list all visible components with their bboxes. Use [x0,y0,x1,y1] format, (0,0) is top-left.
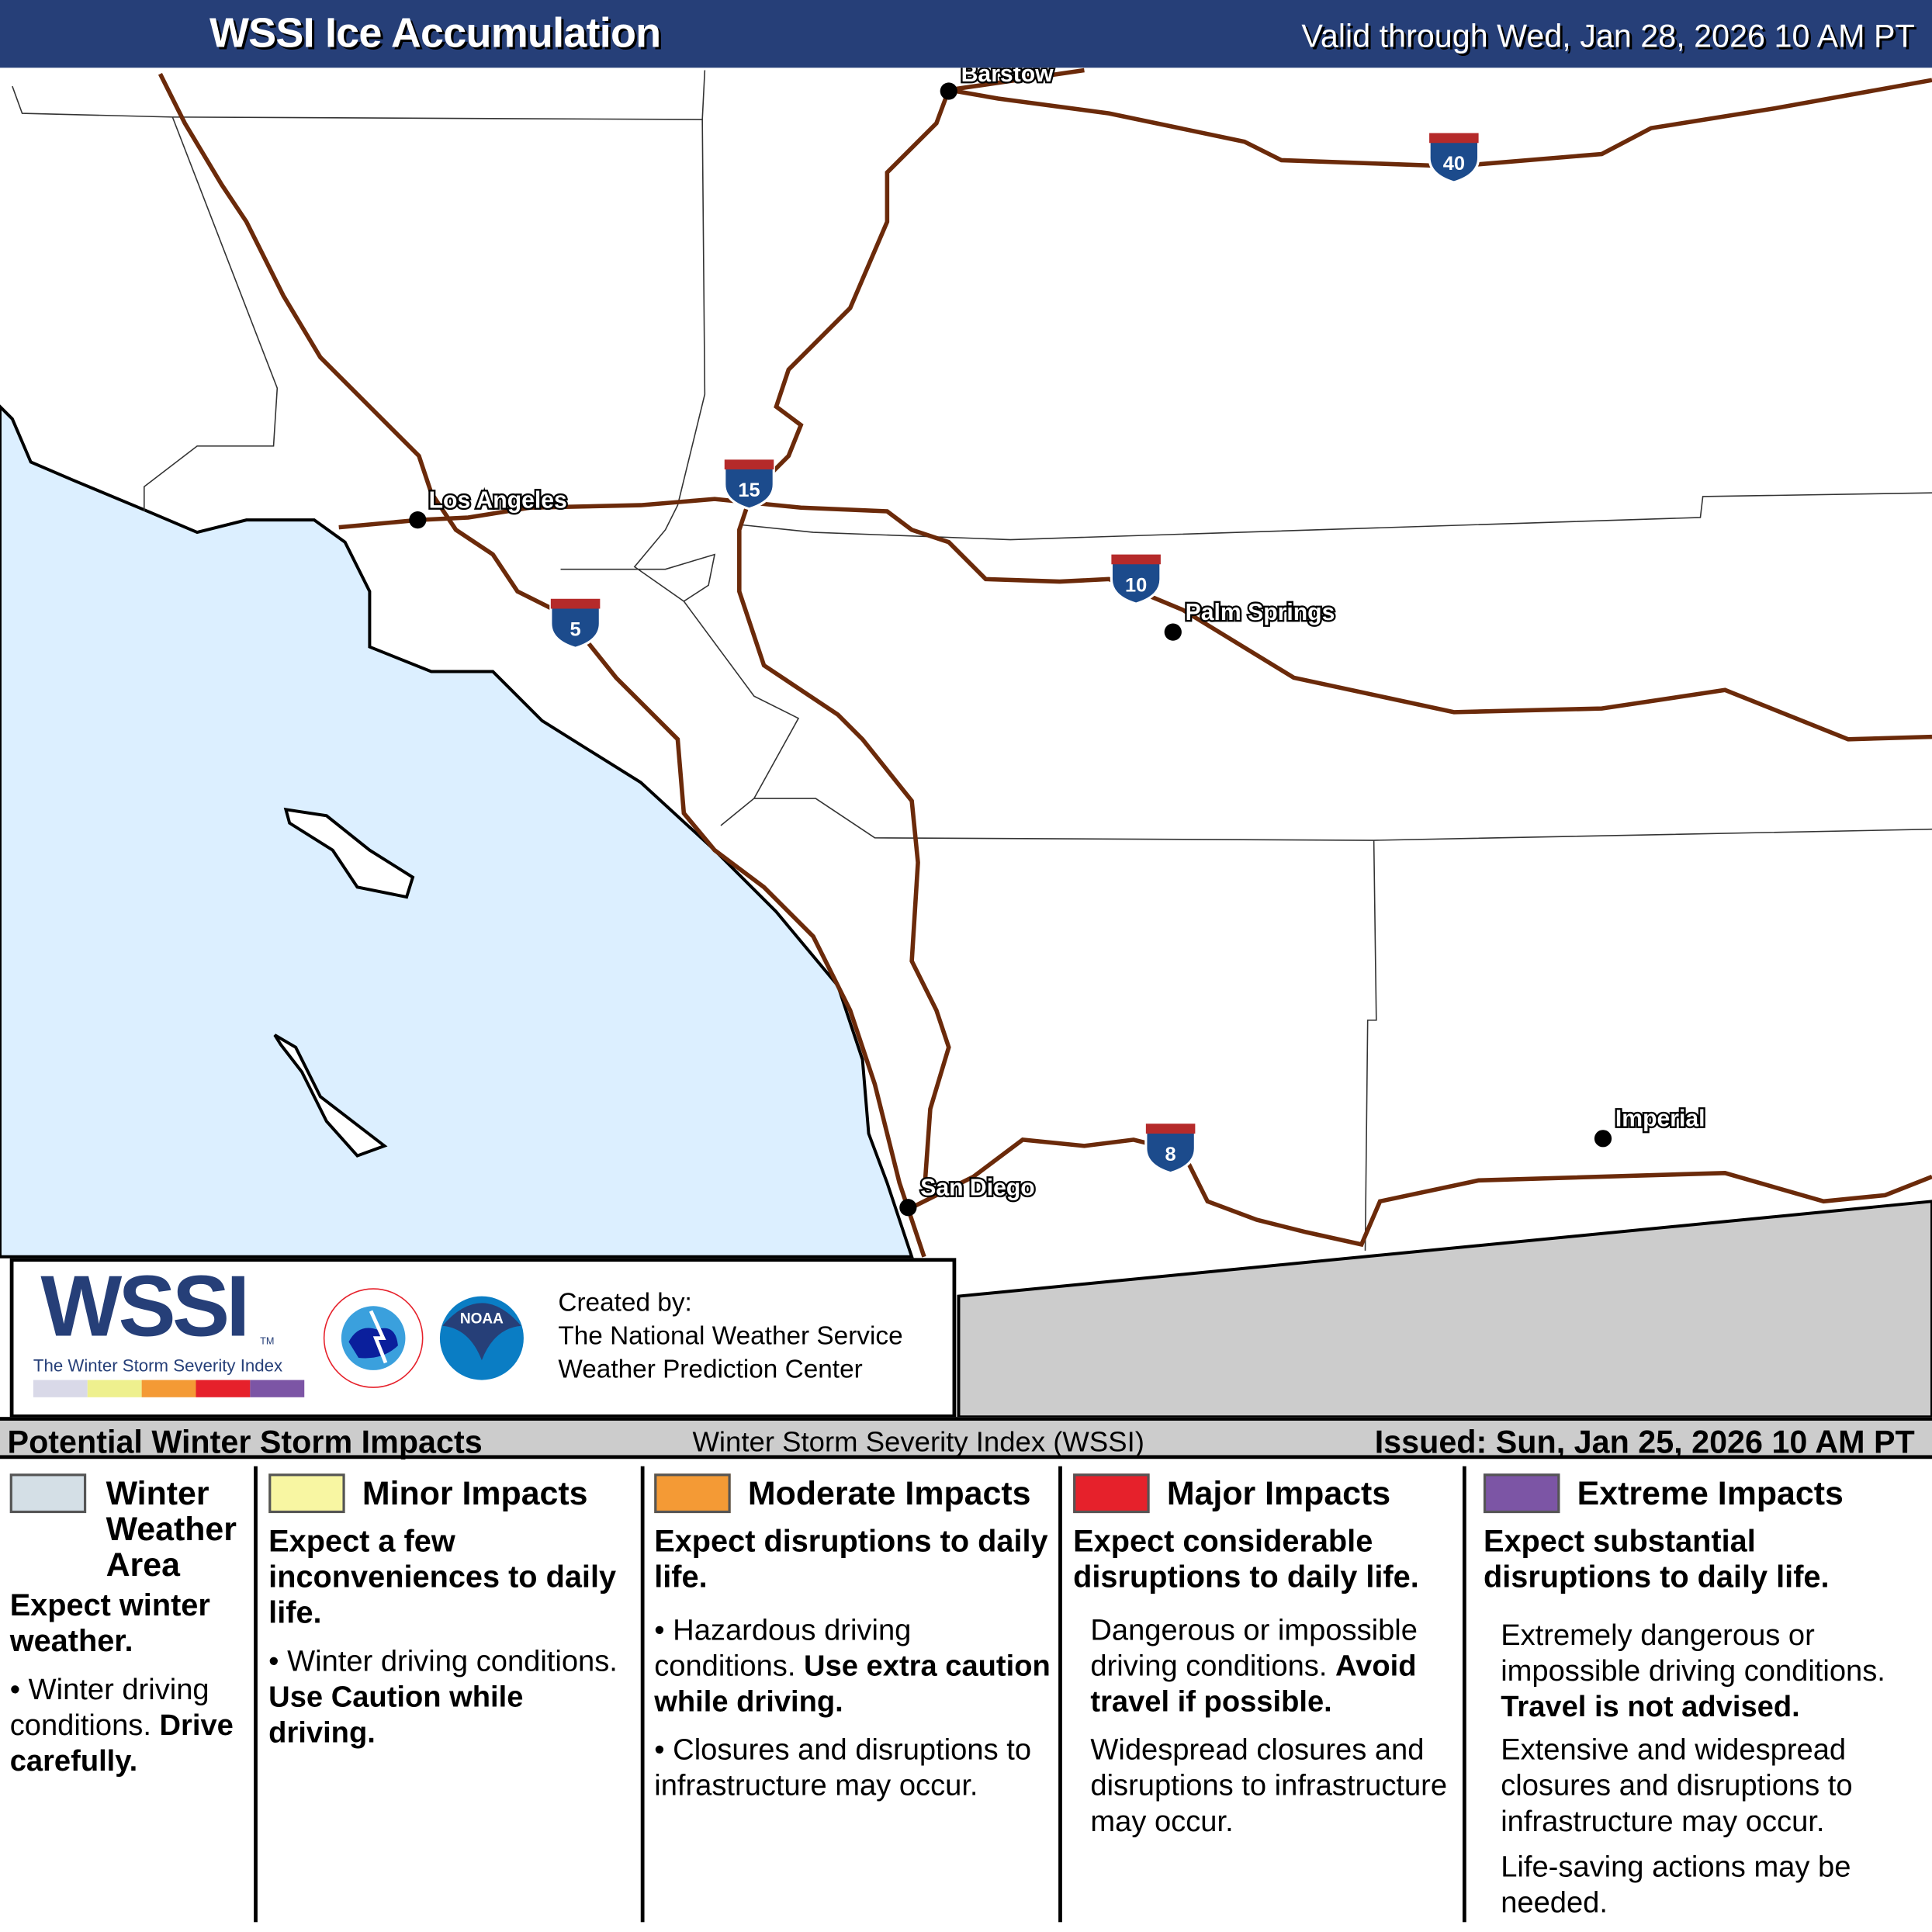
noaa-logo-icon: NOAA [432,1289,531,1388]
shield-number: 15 [738,480,760,501]
interstate-shield-icon: 8 [1144,1122,1196,1175]
legend-winter-weather-area: Winter Weather Area Expect winter weathe… [9,1466,254,1923]
org-wpc: Weather Prediction Center [558,1355,863,1384]
legend-headline: Expect substantial disruptions to daily … [1483,1524,1830,1594]
legend-minor-impacts: Minor Impacts Expect a few inconvenience… [268,1466,638,1923]
legend-headline: Expect disruptions to daily life. [654,1524,1048,1594]
legend-title: Moderate Impacts [747,1474,1031,1512]
interstate-shield-icon: 5 [549,597,601,649]
legend-title: Minor Impacts [362,1474,588,1512]
legend-text: Extremely dangerous or impossible drivin… [1501,1619,1885,1688]
city-label: Barstow [961,68,1054,86]
legend-title: Extreme Impacts [1577,1474,1844,1512]
legend-bold: Use extra caution while driving. [654,1650,1051,1719]
city-label: San Diego [920,1175,1034,1200]
legend-extreme-impacts: Extreme Impacts Expect substantial disru… [1483,1466,1930,1923]
org-nws: The National Weather Service [558,1321,903,1351]
legend-swatch [9,1473,87,1514]
interstate-shield-icon: 40 [1428,131,1480,184]
wssi-logo: WSSI [40,1258,250,1355]
shield-number: 8 [1165,1144,1176,1165]
city-label: Imperial [1615,1106,1705,1131]
legend-bold: Use Caution while driving. [268,1681,524,1750]
city-markers: Barstow Los Angeles Palm Springs San Die… [409,68,1707,1217]
shield-number: 10 [1125,574,1147,596]
index-name: Winter Storm Severity Index (WSSI) [692,1425,1144,1458]
credit-text: Created by: The National Weather Service… [558,1286,902,1387]
legend-text: Hazardous driving conditions. [654,1614,912,1684]
issued-time: Issued: Sun, Jan 25, 2026 10 AM PT [1374,1423,1915,1460]
credit-box: WSSI TM The Winter Storm Severity Index … [9,1258,957,1418]
impacts-title: Potential Winter Storm Impacts [7,1423,483,1460]
legend-headline: Expect winter weather. [9,1587,210,1659]
svg-text:NOAA: NOAA [460,1311,504,1328]
shield-number: 5 [570,618,581,640]
city-label: Los Angeles [429,487,567,513]
legend-text: Life-saving actions may be needed. [1501,1851,1851,1920]
legend-moderate-impacts: Moderate Impacts Expect disruptions to d… [654,1466,1056,1923]
city-label: Palm Springs [1186,600,1335,625]
valid-time: Valid through Wed, Jan 28, 2026 10 AM PT [1301,17,1915,54]
legend-title: Winter Weather Area [106,1474,237,1584]
mexico-area [957,1200,1932,1418]
legend-text: Extensive and widespread closures and di… [1501,1733,1853,1839]
wssi-colorbar [33,1380,305,1397]
map-title: WSSI Ice Accumulation [209,9,661,57]
ocean [0,404,914,1259]
header: WSSI Ice Accumulation Valid through Wed,… [0,0,1932,68]
interstate-shield-icon: 15 [723,458,775,511]
legend-text: Winter driving conditions. [287,1644,618,1678]
county-lines [12,70,1932,1251]
shield-number: 40 [1443,153,1465,175]
catalina-island [283,807,415,899]
legend-major-impacts: Major Impacts Expect considerable disrup… [1073,1466,1460,1923]
wssi-trademark: TM [260,1335,275,1347]
interstate-shield-icon: 10 [1110,553,1162,605]
legend-bold: Avoid travel if possible. [1090,1650,1417,1719]
legend-text: Winter driving conditions. [9,1673,209,1743]
legend-title: Major Impacts [1166,1474,1391,1512]
legend-text: Closures and disruptions to infrastructu… [654,1733,1032,1803]
interstate-shields: 40 15 10 5 8 [549,131,1480,1175]
legend-bold: Travel is not advised. [1501,1690,1800,1724]
legend-text: Dangerous or impossible driving conditio… [1090,1614,1418,1684]
legend-text: Widespread closures and disruptions to i… [1090,1733,1448,1839]
interstate-roads [158,68,1932,1258]
legend-bold: Drive carefully. [9,1709,234,1778]
nws-logo-icon [323,1288,424,1388]
legend-headline: Expect considerable disruptions to daily… [1073,1524,1419,1594]
map: Barstow Los Angeles Palm Springs San Die… [0,68,1932,1418]
legend-headline: Expect a few inconveniences to daily lif… [268,1524,617,1630]
wssi-subtitle: The Winter Storm Severity Index [33,1355,283,1376]
impacts-bar: Potential Winter Storm Impacts Winter St… [0,1417,1932,1460]
created-by-label: Created by: [558,1289,692,1317]
agency-logos: NOAA [323,1288,531,1388]
san-clemente-island [273,1034,388,1158]
